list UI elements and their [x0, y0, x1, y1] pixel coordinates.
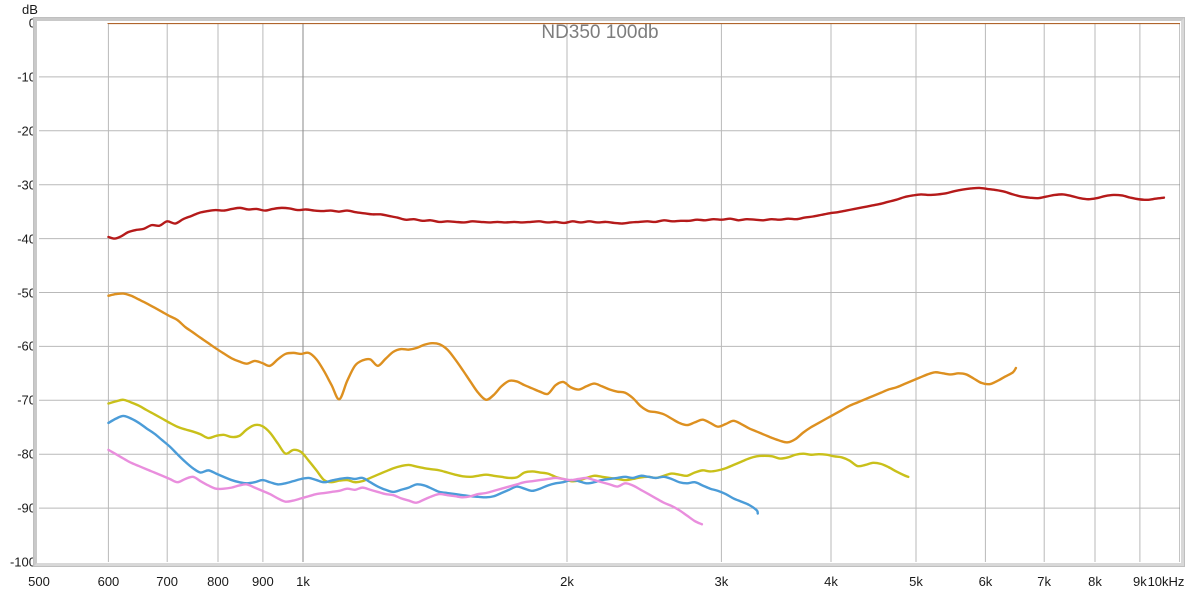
y-tick-label: -90	[17, 500, 36, 516]
x-tick-label: 1k	[296, 574, 310, 589]
y-tick-label: -50	[17, 285, 36, 300]
y-axis-unit-label: dB	[22, 2, 38, 17]
y-tick-label: -20	[17, 123, 36, 139]
y-tick-label: 0	[28, 15, 36, 31]
x-tick-label: 9k	[1132, 574, 1147, 589]
x-tick-label: 700	[156, 574, 178, 589]
y-tick-label: -30	[17, 177, 36, 193]
grid-lines	[39, 23, 1180, 562]
plot-area	[39, 23, 1180, 562]
y-tick-label: -60	[17, 338, 36, 354]
y-axis-tick-labels: 0 -10 -20 -30 -40 -50 -60 -70 -80 -90 -100	[0, 0, 36, 600]
series-harmonic-2	[107, 186, 1166, 240]
y-tick-label: -10	[17, 69, 36, 85]
y-tick-label: -100	[9, 554, 36, 570]
x-tick-label: 900	[252, 574, 274, 589]
series-harmonic-4	[107, 398, 910, 484]
series-harmonic-5	[107, 414, 759, 515]
series-harmonic-3	[107, 292, 1018, 444]
y-tick-label: -40	[17, 231, 36, 247]
y-tick-label: -70	[17, 392, 36, 408]
chart-canvas	[39, 23, 1180, 562]
y-tick-label: -80	[17, 446, 36, 462]
x-tick-label: 7k	[1037, 574, 1052, 589]
x-tick-label: 6k	[978, 574, 993, 589]
x-tick-label: 4k	[824, 574, 838, 589]
x-tick-label: 500	[28, 574, 50, 589]
x-tick-label: 8k	[1088, 574, 1102, 589]
x-tick-label: 5k	[909, 574, 923, 589]
series-harmonic-6	[107, 448, 704, 526]
x-tick-label: 600	[97, 574, 120, 589]
x-tick-label: 3k	[714, 574, 729, 589]
x-tick-label: 10kHz	[1147, 574, 1185, 589]
x-tick-label: 800	[207, 574, 229, 589]
x-tick-label: 2k	[560, 574, 574, 589]
